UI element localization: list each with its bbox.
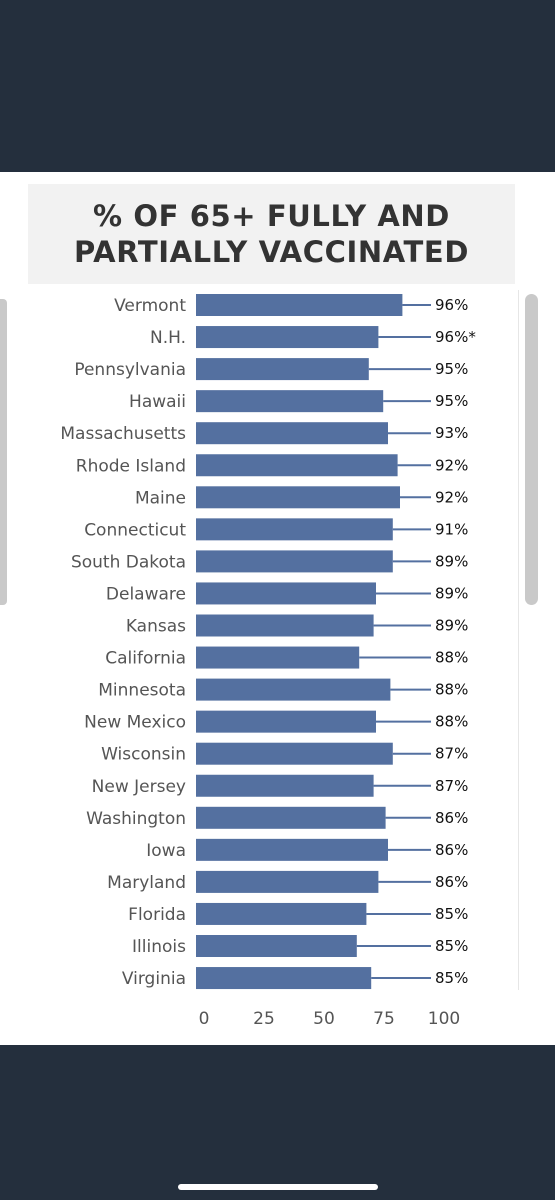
bar — [196, 710, 376, 733]
value-label: 91% — [435, 520, 468, 538]
value-label: 88% — [435, 681, 468, 699]
x-tick-label: 100 — [428, 1009, 460, 1029]
bar — [196, 614, 374, 637]
value-label: 95% — [435, 392, 468, 410]
value-label: 89% — [435, 584, 468, 602]
top-background — [0, 0, 555, 172]
home-indicator[interactable] — [178, 1184, 378, 1190]
category-label: Washington — [86, 809, 186, 829]
category-label: N.H. — [150, 328, 186, 348]
category-label: Iowa — [146, 841, 186, 861]
category-label: Rhode Island — [76, 456, 186, 476]
category-label: Illinois — [132, 937, 186, 957]
value-label: 88% — [435, 713, 468, 731]
bar — [196, 358, 369, 381]
bar — [196, 902, 367, 925]
category-label: Vermont — [114, 296, 186, 316]
value-label: 95% — [435, 360, 468, 378]
category-label: Delaware — [106, 584, 186, 604]
value-label: 89% — [435, 552, 468, 570]
bar — [196, 294, 403, 316]
bar — [196, 518, 393, 541]
value-label: 93% — [435, 424, 468, 442]
bar — [196, 390, 384, 413]
category-label: New Mexico — [84, 713, 186, 733]
chart-title-line-2: PARTIALLY VACCINATED — [73, 235, 470, 269]
value-label: 85% — [435, 905, 468, 923]
category-label: New Jersey — [92, 777, 186, 797]
category-label: Florida — [128, 905, 186, 925]
value-label: 86% — [435, 809, 468, 827]
category-label: Wisconsin — [101, 745, 186, 765]
x-tick-label: 25 — [253, 1009, 275, 1029]
bar — [196, 454, 398, 477]
x-tick-label: 75 — [373, 1009, 395, 1029]
value-label: 86% — [435, 841, 468, 859]
category-label: Maryland — [107, 873, 186, 893]
bar — [196, 935, 357, 957]
category-label: Virginia — [122, 969, 186, 989]
chart-title: % OF 65+ FULLY AND PARTIALLY VACCINATED — [28, 184, 515, 284]
category-label: Minnesota — [98, 681, 186, 701]
value-label: 96% — [435, 296, 468, 314]
category-label: Pennsylvania — [74, 360, 186, 380]
bar — [196, 870, 379, 893]
value-label: 86% — [435, 873, 468, 891]
bar — [196, 550, 393, 573]
bar — [196, 678, 391, 701]
bar — [196, 967, 372, 990]
right-scrollbar[interactable] — [525, 294, 538, 605]
bar — [196, 646, 360, 669]
value-label: 88% — [435, 649, 468, 667]
value-label: 92% — [435, 488, 468, 506]
value-label: 96%* — [435, 328, 476, 346]
chart-title-line-1: % OF 65+ FULLY AND — [93, 199, 450, 233]
category-label: Hawaii — [129, 392, 186, 412]
value-label: 85% — [435, 969, 468, 987]
bar — [196, 742, 393, 765]
category-label: South Dakota — [71, 552, 186, 572]
bar — [196, 486, 400, 509]
bar — [196, 326, 379, 349]
value-label: 85% — [435, 937, 468, 955]
bottom-background — [0, 1045, 555, 1200]
value-label: 87% — [435, 745, 468, 763]
category-label: Massachusetts — [60, 424, 186, 444]
value-label: 92% — [435, 456, 468, 474]
scroll-track-divider — [518, 290, 519, 990]
bar — [196, 806, 386, 829]
bar — [196, 774, 374, 797]
x-tick-label: 0 — [199, 1009, 210, 1029]
bar — [196, 422, 388, 445]
category-label: Kansas — [126, 617, 186, 637]
bar-chart: Vermont 96% N.H. 96%* Pennsylvania 95% Hawaii 9… — [60, 294, 476, 1029]
chart-panel: % OF 65+ FULLY AND PARTIALLY VACCINATED … — [0, 172, 555, 1045]
value-label: 89% — [435, 617, 468, 635]
bar — [196, 838, 388, 861]
value-label: 87% — [435, 777, 468, 795]
category-label: California — [105, 649, 186, 669]
bar — [196, 582, 376, 605]
x-tick-label: 50 — [313, 1009, 335, 1029]
left-scrollbar[interactable] — [0, 299, 7, 605]
category-label: Maine — [135, 488, 186, 508]
category-label: Connecticut — [84, 520, 186, 540]
